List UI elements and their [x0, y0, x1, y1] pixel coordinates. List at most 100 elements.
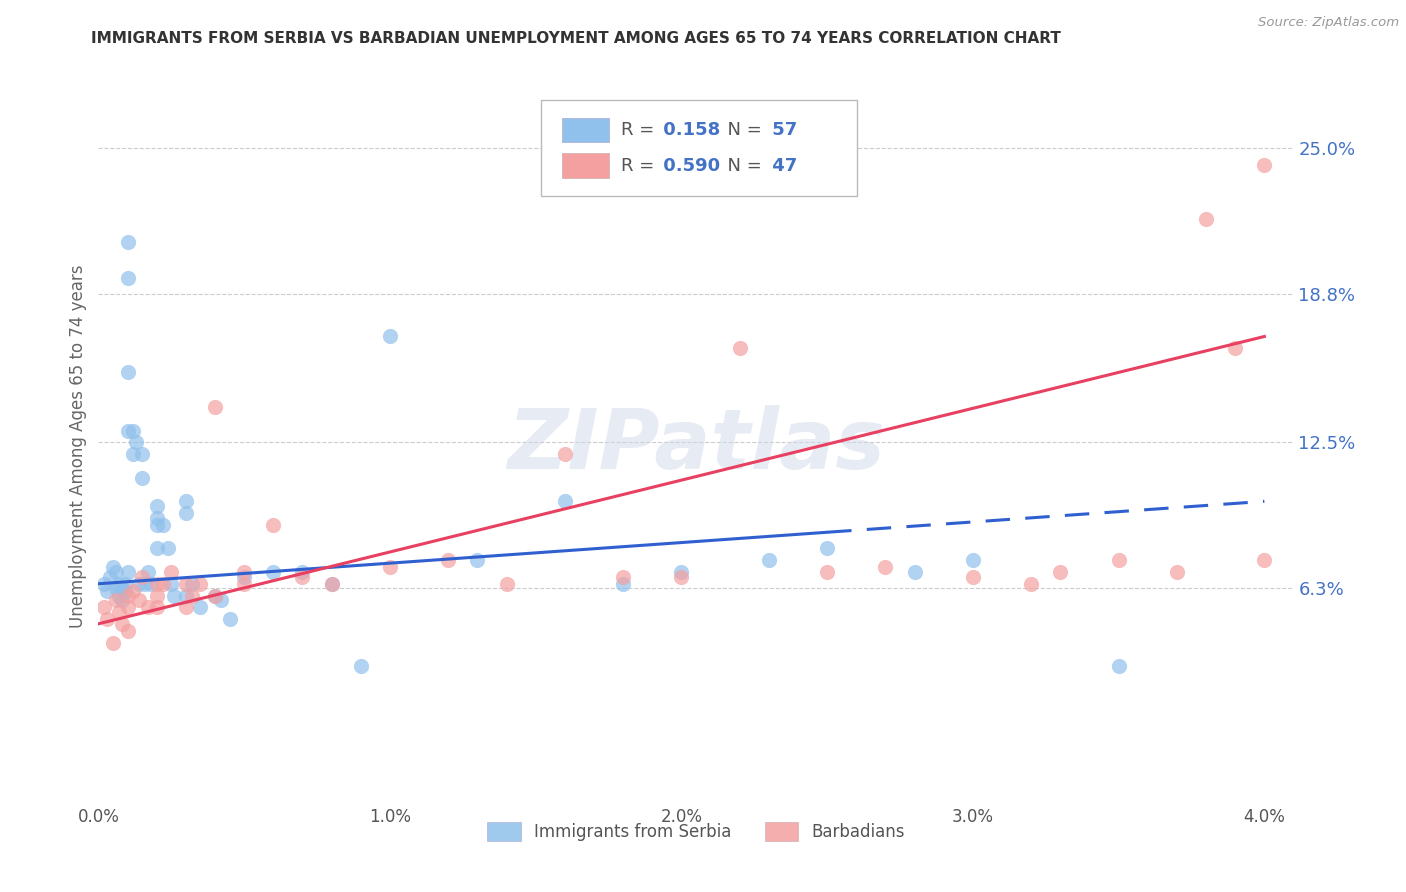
Point	[671, 570, 693, 584]
Point	[117, 424, 139, 438]
Point	[145, 589, 167, 603]
Point	[111, 616, 134, 631]
Point	[180, 576, 202, 591]
Point	[204, 589, 226, 603]
Point	[962, 553, 984, 567]
Point	[104, 593, 127, 607]
Point	[145, 511, 167, 525]
Point	[174, 576, 197, 591]
Text: ZIPatlas: ZIPatlas	[508, 406, 884, 486]
Point	[321, 576, 343, 591]
Point	[671, 565, 693, 579]
Point	[131, 570, 153, 584]
Point	[1019, 576, 1042, 591]
Point	[136, 565, 159, 579]
Point	[96, 583, 118, 598]
Point	[117, 624, 139, 638]
Legend: Immigrants from Serbia, Barbadians: Immigrants from Serbia, Barbadians	[481, 815, 911, 848]
FancyBboxPatch shape	[541, 100, 858, 196]
Point	[233, 565, 256, 579]
Point	[554, 494, 576, 508]
Point	[612, 576, 634, 591]
Point	[128, 576, 150, 591]
Point	[131, 471, 153, 485]
Point	[114, 576, 136, 591]
Point	[1253, 553, 1275, 567]
Point	[174, 506, 197, 520]
Point	[108, 589, 131, 603]
Point	[728, 341, 751, 355]
Point	[174, 589, 197, 603]
Text: N =: N =	[716, 157, 762, 175]
Point	[122, 424, 145, 438]
Point	[104, 582, 127, 596]
Point	[108, 605, 131, 619]
Point	[262, 565, 284, 579]
Point	[152, 517, 174, 532]
Point	[291, 570, 314, 584]
Point	[233, 570, 256, 584]
Point	[111, 582, 134, 596]
Point	[204, 589, 226, 603]
Text: 57: 57	[766, 121, 797, 139]
Point	[117, 365, 139, 379]
Point	[136, 600, 159, 615]
Point	[134, 576, 156, 591]
Point	[98, 570, 121, 584]
Text: 0.590: 0.590	[657, 157, 720, 175]
Text: 47: 47	[766, 157, 797, 175]
Point	[204, 400, 226, 414]
Point	[145, 517, 167, 532]
Point	[291, 565, 314, 579]
Point	[815, 565, 838, 579]
Point	[962, 570, 984, 584]
Point	[190, 600, 212, 615]
Point	[378, 329, 401, 343]
Point	[122, 447, 145, 461]
Point	[218, 612, 240, 626]
Point	[163, 589, 186, 603]
Point	[117, 565, 139, 579]
Point	[108, 576, 131, 591]
Point	[350, 659, 373, 673]
Point	[145, 541, 167, 556]
Point	[93, 600, 115, 615]
Point	[114, 583, 136, 598]
Point	[875, 560, 897, 574]
Text: 0.158: 0.158	[657, 121, 720, 139]
Point	[117, 270, 139, 285]
Point	[467, 553, 489, 567]
Point	[145, 499, 167, 513]
Point	[117, 600, 139, 615]
FancyBboxPatch shape	[562, 153, 609, 178]
Point	[117, 235, 139, 250]
Point	[1195, 211, 1218, 226]
Point	[174, 494, 197, 508]
Point	[125, 435, 148, 450]
Point	[321, 576, 343, 591]
Point	[152, 576, 174, 591]
Point	[180, 589, 202, 603]
Point	[117, 589, 139, 603]
Point	[233, 576, 256, 591]
Point	[437, 553, 460, 567]
Point	[1108, 659, 1130, 673]
Text: Source: ZipAtlas.com: Source: ZipAtlas.com	[1258, 16, 1399, 29]
Point	[93, 576, 115, 591]
Point	[160, 576, 183, 591]
Point	[145, 576, 167, 591]
Text: IMMIGRANTS FROM SERBIA VS BARBADIAN UNEMPLOYMENT AMONG AGES 65 TO 74 YEARS CORRE: IMMIGRANTS FROM SERBIA VS BARBADIAN UNEM…	[91, 31, 1062, 46]
Text: R =: R =	[620, 121, 654, 139]
Point	[903, 565, 925, 579]
Point	[157, 541, 180, 556]
Point	[131, 447, 153, 461]
Point	[262, 517, 284, 532]
Point	[122, 583, 145, 598]
Text: R =: R =	[620, 157, 654, 175]
Point	[145, 600, 167, 615]
Point	[209, 593, 232, 607]
Point	[1225, 341, 1247, 355]
Point	[1108, 553, 1130, 567]
Point	[1049, 565, 1071, 579]
Y-axis label: Unemployment Among Ages 65 to 74 years: Unemployment Among Ages 65 to 74 years	[69, 264, 87, 628]
